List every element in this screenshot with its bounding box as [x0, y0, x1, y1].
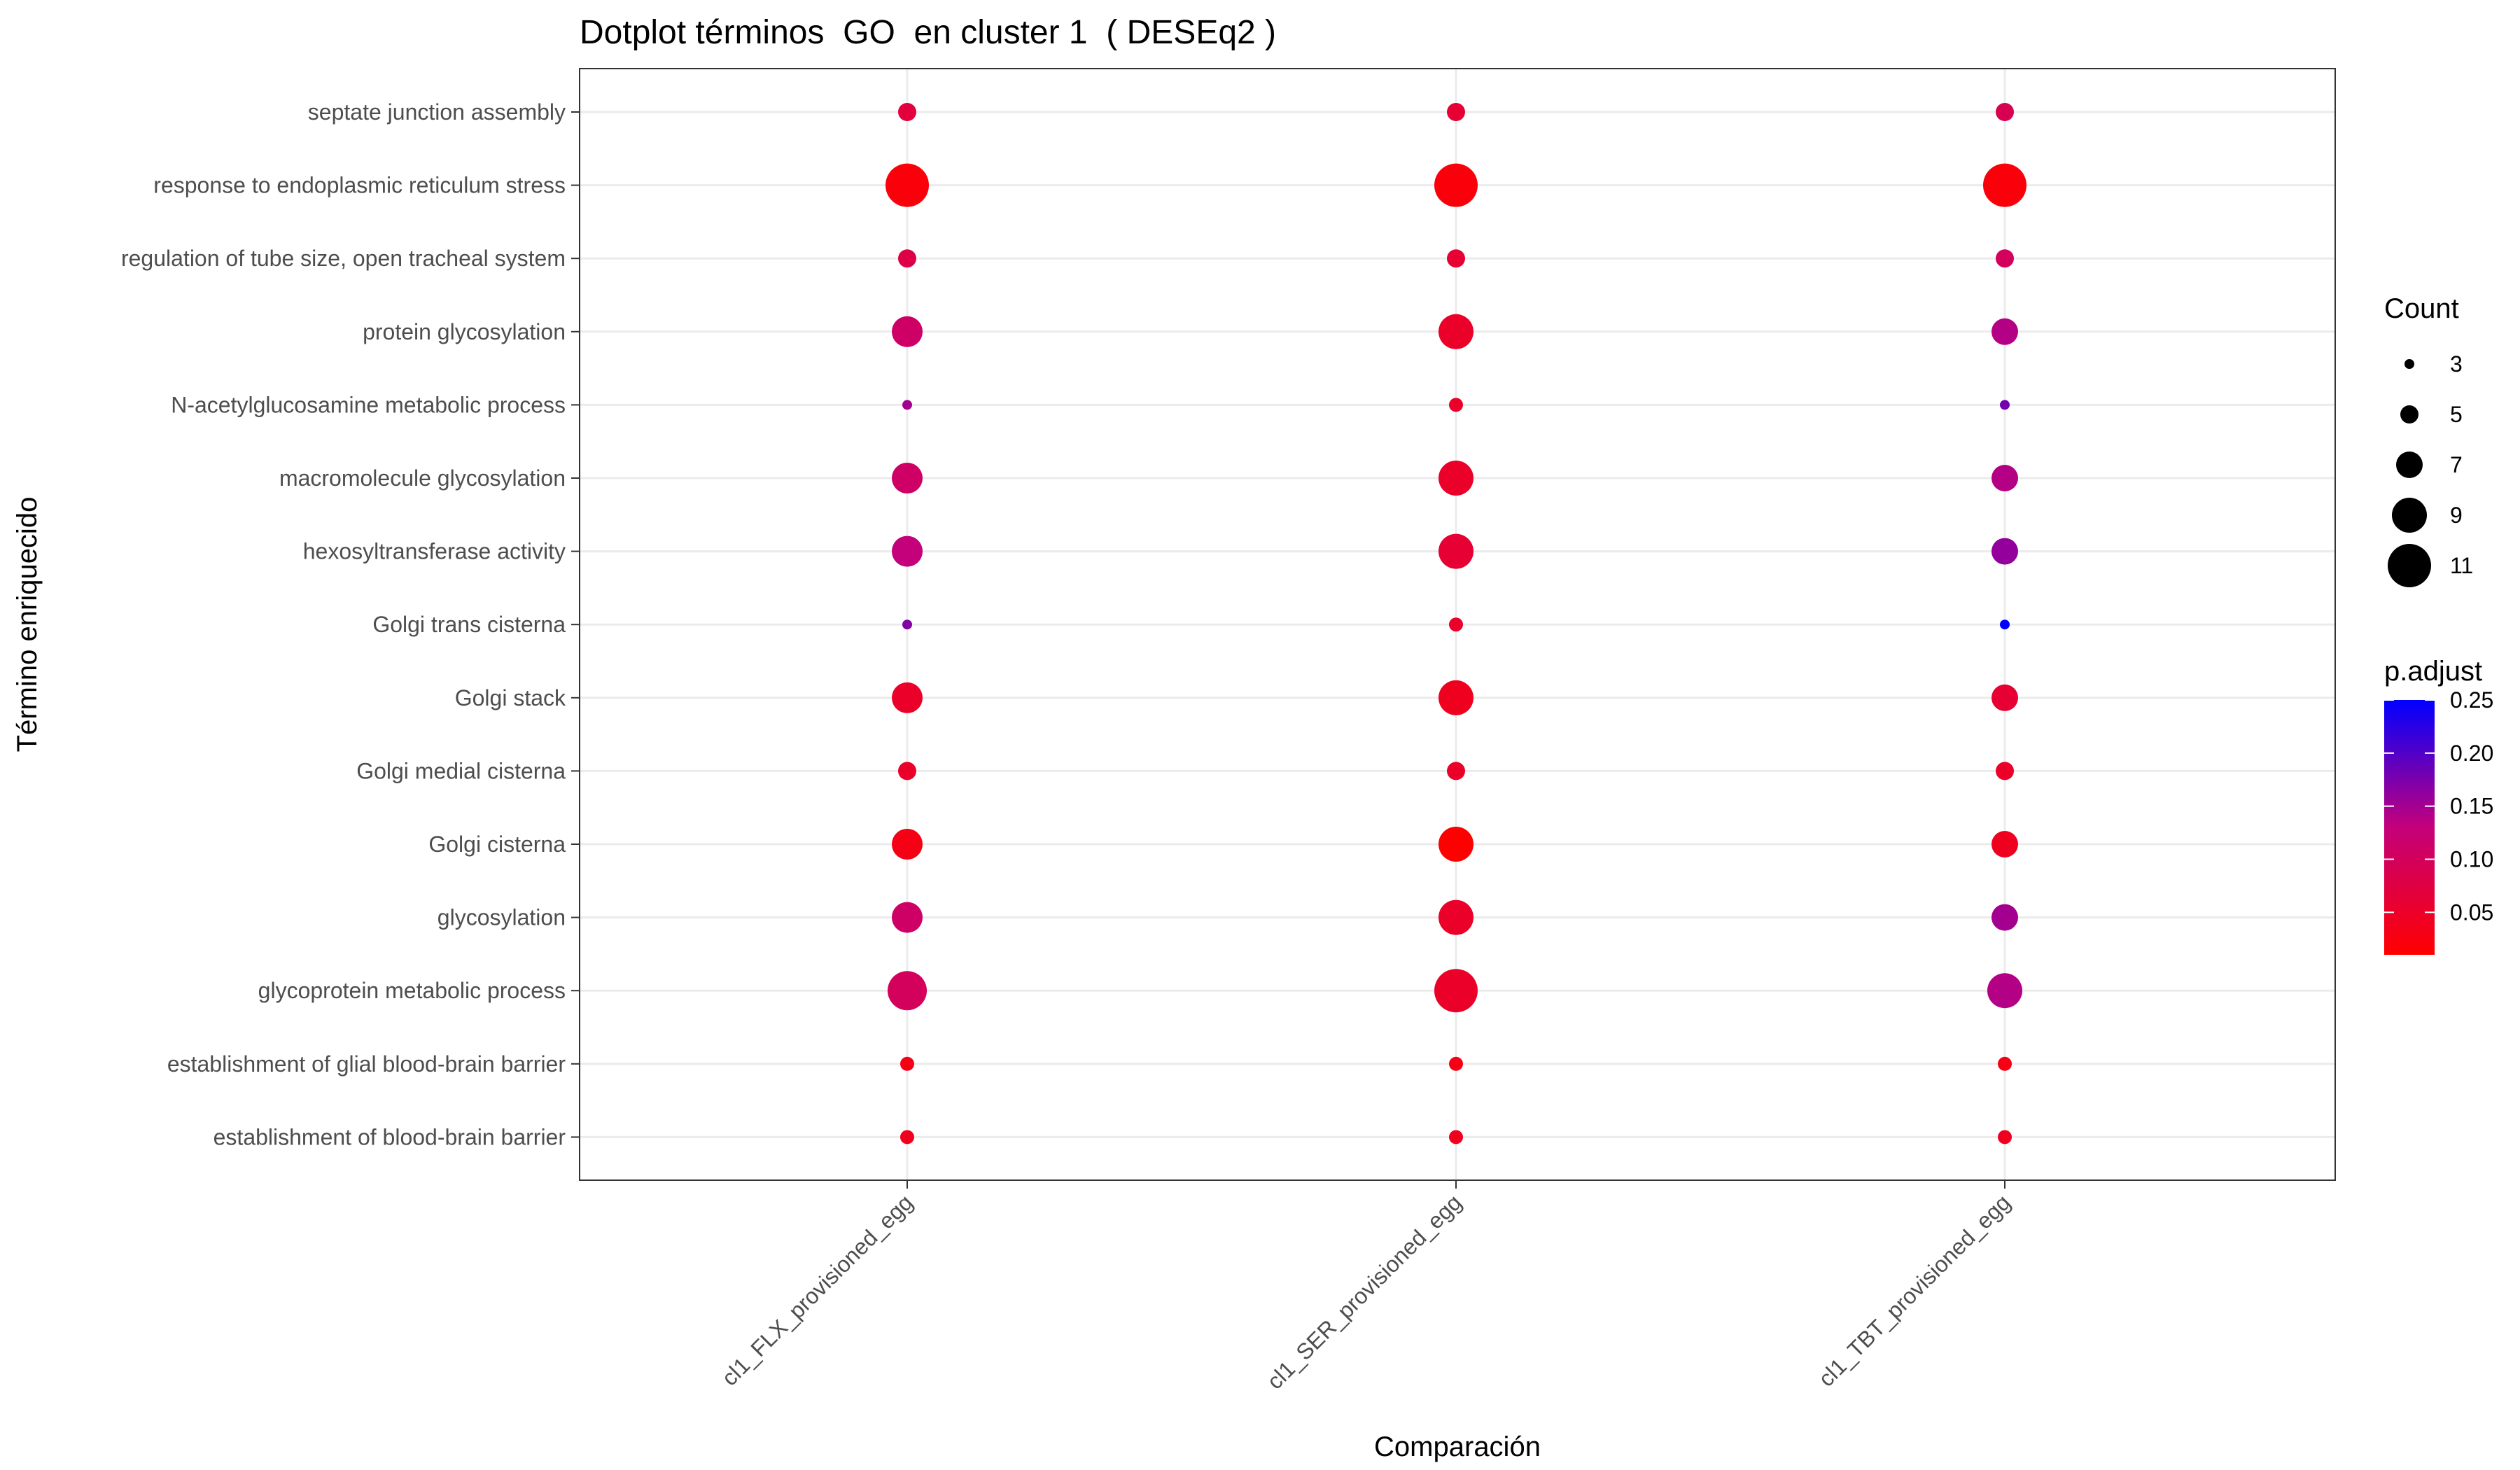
data-point: [1991, 831, 2018, 858]
data-point: [1991, 684, 2018, 711]
data-point: [1449, 617, 1463, 632]
data-point: [1991, 465, 2018, 491]
color-legend-label: 0.15: [2450, 794, 2493, 819]
data-point: [892, 463, 923, 493]
y-tick-label: regulation of tube size, open tracheal s…: [121, 246, 566, 271]
data-point: [1447, 762, 1465, 780]
data-point: [1449, 1130, 1463, 1144]
data-point: [892, 902, 923, 933]
x-tick-label: cl1_SER_provisioned_egg: [1262, 1189, 1466, 1394]
data-point: [1438, 680, 1474, 715]
size-legend-label: 9: [2450, 503, 2463, 528]
y-tick-label: septate junction assembly: [308, 99, 566, 125]
data-point: [1449, 1056, 1463, 1071]
data-point: [892, 829, 923, 860]
size-legend-title: Count: [2384, 293, 2459, 324]
size-legend-key: [2392, 498, 2427, 533]
y-tick-label: Golgi trans cisterna: [372, 612, 566, 637]
data-point: [1449, 398, 1463, 412]
size-legend-label: 5: [2450, 402, 2463, 427]
chart-title: Dotplot términos GO en cluster 1 ( DESEq…: [580, 14, 1276, 51]
size-legend-key: [2404, 359, 2414, 369]
data-point: [888, 971, 927, 1011]
data-point: [1438, 899, 1474, 935]
color-legend: p.adjust 0.05 0.10 0.15 0.20 0.25: [2384, 656, 2493, 955]
y-axis-ticks: septate junction assembly response to end…: [121, 99, 580, 1149]
y-tick-label: Golgi stack: [455, 685, 566, 710]
data-point: [898, 103, 916, 121]
data-point: [1438, 314, 1474, 349]
y-tick-label: Golgi medial cisterna: [356, 758, 566, 783]
x-axis-ticks: cl1_FLX_provisioned_egg cl1_SER_provision…: [717, 1180, 2015, 1394]
x-tick-label: cl1_TBT_provisioned_egg: [1814, 1189, 2015, 1391]
data-point: [1447, 249, 1465, 268]
y-axis-title: Término enriquecido: [12, 497, 43, 752]
data-point: [1991, 538, 2018, 565]
color-legend-title: p.adjust: [2384, 656, 2482, 687]
y-tick-label: establishment of blood-brain barrier: [214, 1124, 566, 1149]
size-legend-label: 3: [2450, 351, 2463, 377]
data-point: [902, 400, 912, 410]
y-tick-label: establishment of glial blood-brain barri…: [167, 1051, 566, 1077]
y-tick-label: Golgi cisterna: [428, 832, 566, 857]
data-point: [2000, 400, 2010, 410]
data-point: [1991, 904, 2018, 931]
color-legend-label: 0.20: [2450, 741, 2493, 766]
y-tick-label: macromolecule glycosylation: [279, 465, 566, 491]
data-point: [886, 163, 929, 207]
color-legend-bar: [2384, 700, 2435, 955]
data-point: [1996, 249, 2014, 268]
y-tick-label: protein glycosylation: [363, 319, 566, 344]
data-point: [1987, 973, 2022, 1009]
data-point: [1991, 318, 2018, 345]
size-legend-label: 11: [2450, 553, 2473, 578]
data-point: [1438, 827, 1474, 862]
data-point: [1438, 533, 1474, 569]
data-point: [1998, 1130, 2012, 1144]
data-point: [1996, 762, 2014, 780]
color-legend-label: 0.05: [2450, 899, 2493, 925]
data-point: [892, 536, 923, 567]
data-point: [1434, 969, 1478, 1013]
size-legend-label: 7: [2450, 452, 2463, 477]
x-axis-title: Comparación: [1374, 1432, 1541, 1462]
data-point: [898, 762, 916, 780]
y-tick-label: response to endoplasmic reticulum stress: [153, 173, 566, 198]
size-legend-key: [2388, 544, 2431, 587]
data-point: [1447, 103, 1465, 121]
data-point: [2000, 620, 2010, 630]
data-point: [1434, 163, 1478, 207]
x-tick-label: cl1_FLX_provisioned_egg: [717, 1189, 918, 1390]
size-legend: Count 3 5 7 9 11: [2384, 293, 2473, 587]
data-point: [1983, 163, 2026, 207]
data-point: [892, 682, 923, 713]
y-tick-label: hexosyltransferase activity: [303, 539, 566, 564]
y-tick-label: glycosylation: [438, 905, 566, 930]
size-legend-key: [2396, 451, 2423, 478]
data-point: [1998, 1056, 2012, 1071]
data-point: [892, 316, 923, 347]
data-point: [900, 1056, 914, 1071]
color-legend-label: 0.10: [2450, 847, 2493, 872]
data-point: [1996, 103, 2014, 121]
y-tick-label: N-acetylglucosamine metabolic process: [171, 392, 566, 417]
data-point: [1438, 461, 1474, 496]
data-points: [886, 103, 2026, 1144]
y-tick-label: glycoprotein metabolic process: [258, 978, 566, 1003]
color-legend-label: 0.25: [2450, 687, 2493, 713]
data-point: [898, 249, 916, 268]
size-legend-key: [2400, 405, 2418, 424]
data-point: [900, 1130, 914, 1144]
data-point: [902, 620, 912, 630]
